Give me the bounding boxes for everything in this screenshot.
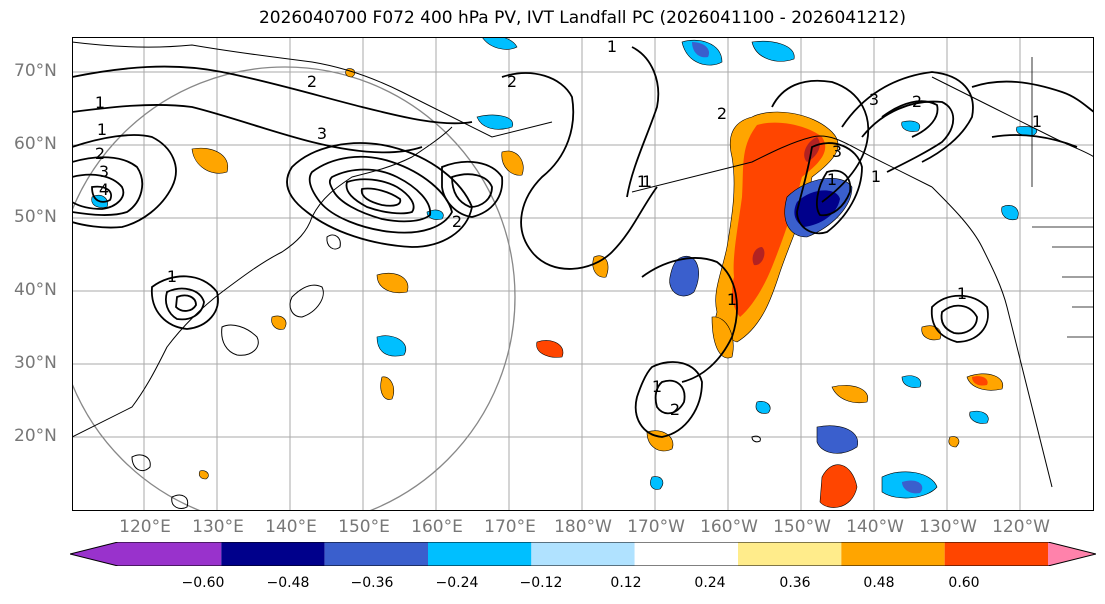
- lon-label-120e: 120°E: [119, 517, 171, 537]
- contour-label: 1: [957, 284, 967, 303]
- colorbar-tick: −0.36: [350, 575, 394, 591]
- contour-label: 4: [99, 180, 109, 199]
- lat-label-70n: 70°N: [14, 61, 57, 81]
- lat-label-40n: 40°N: [14, 280, 57, 300]
- colorbar-cell: [944, 542, 1048, 566]
- contour-label: 3: [832, 142, 842, 161]
- contour-labels: 1 1 2 3 4 1 2 3 2 1 1 2 1 1 2 3 1 1 3 2 …: [95, 37, 1042, 419]
- colorbar-cell: [634, 542, 738, 566]
- contour-label: 2: [507, 72, 517, 91]
- contour-label: 1: [95, 93, 105, 112]
- contour-label: 2: [670, 400, 680, 419]
- colorbar-tick: 0.12: [610, 575, 642, 591]
- map-panel[interactable]: 1 1 2 3 4 1 2 3 2 1 1 2 1 1 2 3 1 1 3 2 …: [72, 37, 1094, 511]
- lon-label-140w: 140°W: [846, 517, 904, 537]
- contour-label: 1: [607, 37, 617, 56]
- lon-label-160w: 160°W: [700, 517, 758, 537]
- lon-label-150e: 150°E: [338, 517, 390, 537]
- map-frame: [72, 37, 1094, 511]
- coastlines: [72, 41, 1094, 510]
- contour-label: 2: [307, 72, 317, 91]
- lat-label-50n: 50°N: [14, 207, 57, 227]
- colorbar-cell: [738, 542, 842, 566]
- lon-label-170w: 170°W: [627, 517, 685, 537]
- contour-label: 1: [642, 172, 652, 191]
- contour-label: 3: [317, 124, 327, 143]
- colorbar: [70, 542, 1096, 566]
- contour-label: 2: [452, 212, 462, 231]
- contour-label: 1: [652, 377, 662, 396]
- colorbar-tick: 0.48: [863, 575, 895, 591]
- contour-label: 1: [167, 267, 177, 286]
- lat-label-20n: 20°N: [14, 426, 57, 446]
- contour-label: 1: [637, 172, 647, 191]
- lat-label-30n: 30°N: [14, 353, 57, 373]
- contour-label: 1: [827, 170, 837, 189]
- lon-label-160e: 160°E: [411, 517, 463, 537]
- contour-label: 3: [99, 162, 109, 181]
- colorbar-tick: −0.48: [266, 575, 310, 591]
- lon-label-130w: 130°W: [919, 517, 977, 537]
- colorbar-cell: [531, 542, 635, 566]
- contour-label: 2: [717, 104, 727, 123]
- lat-label-60n: 60°N: [14, 134, 57, 154]
- contour-label: 1: [97, 120, 107, 139]
- lon-label-180w: 180°W: [554, 517, 612, 537]
- lon-label-120w: 120°W: [992, 517, 1050, 537]
- range-circle: [72, 66, 516, 511]
- contour-label: 1: [871, 167, 881, 186]
- colorbar-cell: [1048, 542, 1096, 566]
- contour-label: 3: [869, 90, 879, 109]
- boundaries: [1031, 57, 1094, 338]
- colorbar-cell: [70, 542, 222, 566]
- contour-label: 1: [1032, 112, 1042, 131]
- colorbar-tick: −0.60: [181, 575, 225, 591]
- colorbar-cell: [841, 542, 945, 566]
- contour-label: 2: [95, 144, 105, 163]
- lon-label-150w: 150°W: [773, 517, 831, 537]
- colorbar-cell: [324, 542, 428, 566]
- colorbar-tick: 0.24: [694, 575, 726, 591]
- colorbar-tick: −0.12: [519, 575, 563, 591]
- graticule: [72, 37, 1094, 511]
- pv-contours: [72, 46, 1094, 438]
- lon-label-170e: 170°E: [484, 517, 536, 537]
- lon-label-130e: 130°E: [192, 517, 244, 537]
- contour-label: 2: [912, 92, 922, 111]
- colorbar-tick: 0.60: [948, 575, 980, 591]
- lon-label-140e: 140°E: [265, 517, 317, 537]
- colorbar-tick: −0.24: [435, 575, 479, 591]
- colorbar-tick: 0.36: [779, 575, 811, 591]
- contour-label: 1: [727, 290, 737, 309]
- map-title: 2026040700 F072 400 hPa PV, IVT Landfall…: [258, 8, 906, 28]
- colorbar-cell: [221, 542, 325, 566]
- colorbar-cell: [428, 542, 532, 566]
